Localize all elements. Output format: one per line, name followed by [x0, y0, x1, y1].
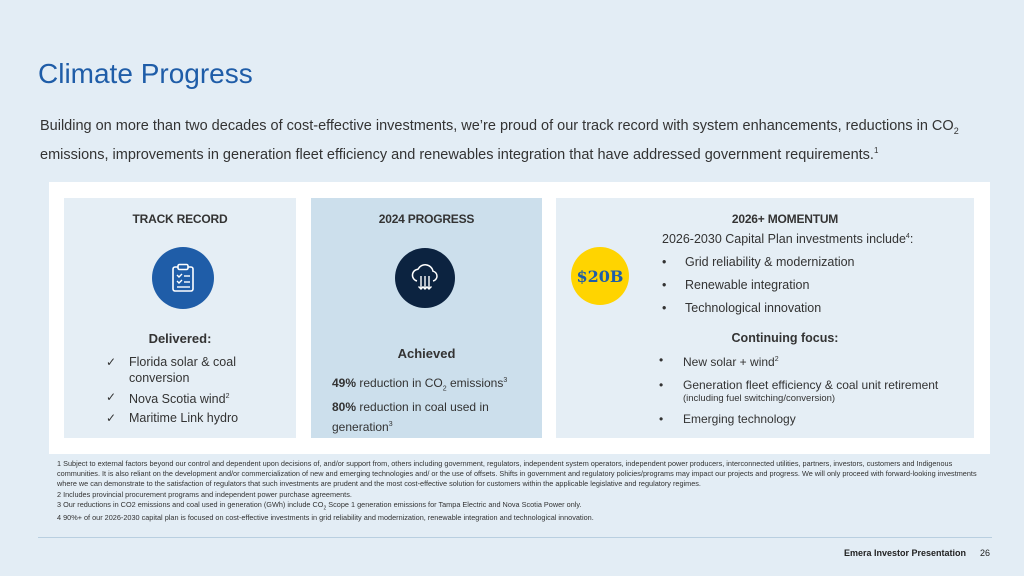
capital-plan-badge: $20B [571, 247, 629, 305]
list-item: Emerging technology [659, 411, 938, 427]
track-record-header: TRACK RECORD [132, 212, 228, 226]
continuing-focus-list: New solar + wind2 Generation fleet effic… [659, 352, 938, 434]
progress-2024-card: 2024 PROGRESS Achieved 49% reduction in … [311, 198, 542, 438]
checkmark-icon: ✓ [106, 390, 117, 404]
checkmark-icon: ✓ [106, 355, 117, 369]
list-item: New solar + wind2 [659, 352, 938, 370]
progress-2024-subheading: Achieved [397, 346, 456, 361]
coal-reduction-stat: 80% reduction in coal used in generation… [332, 400, 489, 435]
capital-plan-list: Grid reliability & modernization Renewab… [662, 254, 855, 323]
footnote-1: 1 Subject to external factors beyond our… [57, 459, 977, 489]
track-record-subheading: Delivered: [148, 331, 212, 346]
footer-label: Emera Investor Presentation [843, 548, 966, 558]
footer-divider [38, 537, 992, 538]
capital-plan-intro: 2026-2030 Capital Plan investments inclu… [662, 232, 914, 246]
progress-2024-header: 2024 PROGRESS [378, 212, 475, 226]
list-item: ✓ Maritime Link hydro [106, 411, 239, 426]
momentum-header: 2026+ MOMENTUM [731, 212, 839, 226]
continuing-focus-heading: Continuing focus: [731, 331, 839, 345]
footnote-3: 3 Our reductions in CO2 emissions and co… [57, 499, 582, 512]
footnote-2: 2 Includes provincial procurement progra… [57, 489, 352, 499]
track-record-card: TRACK RECORD Delivered: ✓ Florida solar &… [64, 198, 296, 438]
page-number: 26 [979, 548, 990, 558]
footnote-4: 4 90%+ of our 2026-2030 capital plan is … [57, 513, 594, 523]
intro-text: Building on more than two decades of cos… [40, 118, 959, 163]
list-item: ✓ Florida solar & coal conversion [106, 355, 236, 385]
list-item: Generation fleet efficiency & coal unit … [659, 377, 938, 404]
cloud-download-icon [395, 248, 455, 308]
list-item: ✓ Nova Scotia wind2 [106, 390, 230, 407]
progress-2024-stats: 49% reduction in CO2 emissions3 80% redu… [332, 372, 532, 438]
clipboard-checklist-icon [152, 247, 214, 309]
checkmark-icon: ✓ [106, 411, 117, 426]
list-item: Grid reliability & modernization [662, 254, 855, 270]
content-panel: TRACK RECORD Delivered: ✓ Florida solar &… [49, 182, 990, 454]
co2-reduction-stat: 49% reduction in CO2 emissions3 [332, 376, 508, 393]
slide-title: Climate Progress [38, 58, 253, 89]
momentum-card: 2026+ MOMENTUM $20B 2026-2030 Capital Pl… [556, 198, 974, 438]
list-item: Renewable integration [662, 277, 855, 293]
list-item: Technological innovation [662, 300, 855, 316]
track-record-list: ✓ Florida solar & coal conversion ✓ Nova S… [106, 354, 286, 429]
footnotes: 1 Subject to external factors beyond our… [57, 459, 987, 524]
